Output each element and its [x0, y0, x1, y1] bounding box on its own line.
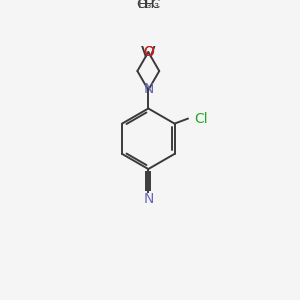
Text: Cl: Cl — [194, 112, 208, 126]
Text: O: O — [143, 45, 154, 59]
Text: O: O — [143, 45, 154, 59]
Text: N: N — [143, 192, 154, 206]
Text: N: N — [143, 82, 154, 96]
Text: CH₃: CH₃ — [136, 0, 159, 11]
Text: H₃C: H₃C — [138, 0, 161, 11]
